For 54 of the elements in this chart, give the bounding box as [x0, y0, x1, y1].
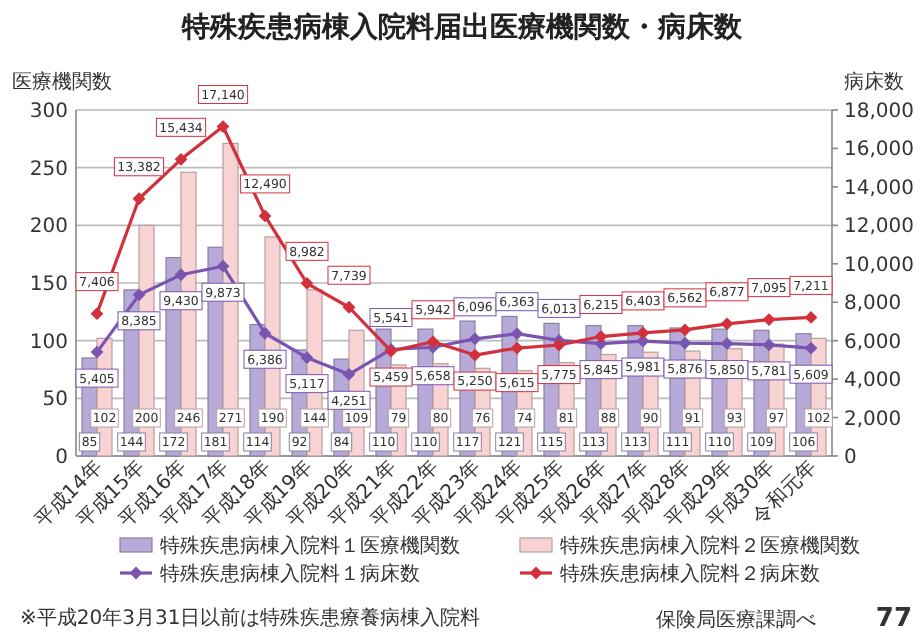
text: 77	[875, 604, 912, 634]
y2-tick-label: 18,000	[844, 101, 914, 123]
y2-tick-label: 10,000	[844, 254, 914, 277]
y2-tick-label: 0	[844, 447, 857, 469]
point	[804, 341, 818, 355]
y2-tick-label: 8,000	[844, 293, 902, 316]
point	[342, 300, 356, 314]
legend-label: 特殊疾患病棟入院料１病床数	[160, 562, 420, 586]
y-axis-title: 医療機関数	[12, 70, 112, 94]
point	[90, 307, 104, 321]
text: ※平成20年3月31日以前は特殊疾患療養病棟入院料	[20, 606, 481, 630]
point	[300, 276, 314, 290]
y-tick-label: 0	[55, 447, 68, 469]
point	[258, 326, 272, 340]
legend-label: 特殊疾患病棟入院料２医療機関数	[560, 534, 860, 558]
y2-tick-label: 14,000	[844, 177, 914, 200]
point	[468, 332, 482, 346]
point	[216, 259, 230, 273]
legend-label: 特殊疾患病棟入院料２病床数	[560, 562, 820, 586]
point	[552, 338, 566, 352]
point	[174, 268, 188, 282]
y-tick-label: 200	[29, 216, 68, 239]
point	[804, 310, 818, 324]
point	[678, 336, 692, 350]
y2-tick-label: 2,000	[844, 408, 902, 431]
point	[762, 338, 776, 352]
point	[342, 367, 356, 381]
point	[132, 192, 146, 206]
point	[174, 152, 188, 166]
point	[678, 323, 692, 337]
y-tick-label: 50	[42, 389, 68, 412]
point	[510, 341, 524, 355]
point	[720, 317, 734, 331]
point	[636, 326, 650, 340]
y2-tick-label: 16,000	[844, 139, 914, 162]
legend-label: 特殊疾患病棟入院料１医療機関数	[160, 534, 460, 558]
y2-tick-label: 6,000	[844, 331, 902, 354]
y-tick-label: 300	[29, 101, 68, 123]
chart-title: 特殊疾患病棟入院料届出医療機関数・病床数	[180, 10, 744, 44]
point	[132, 288, 146, 302]
y-tick-label: 250	[29, 158, 68, 181]
y2-tick-label: 4,000	[844, 370, 902, 393]
point	[90, 345, 104, 359]
y-tick-label: 150	[29, 274, 68, 296]
y-tick-label: 100	[29, 331, 68, 354]
point	[300, 351, 314, 365]
point	[468, 348, 482, 362]
y2-axis-title: 病床数	[844, 70, 904, 94]
point	[258, 209, 272, 223]
y2-tick-label: 12,000	[844, 216, 914, 239]
point	[510, 327, 524, 341]
point	[426, 335, 440, 349]
text: 保険局医療課調べ	[656, 608, 816, 632]
point	[762, 313, 776, 327]
